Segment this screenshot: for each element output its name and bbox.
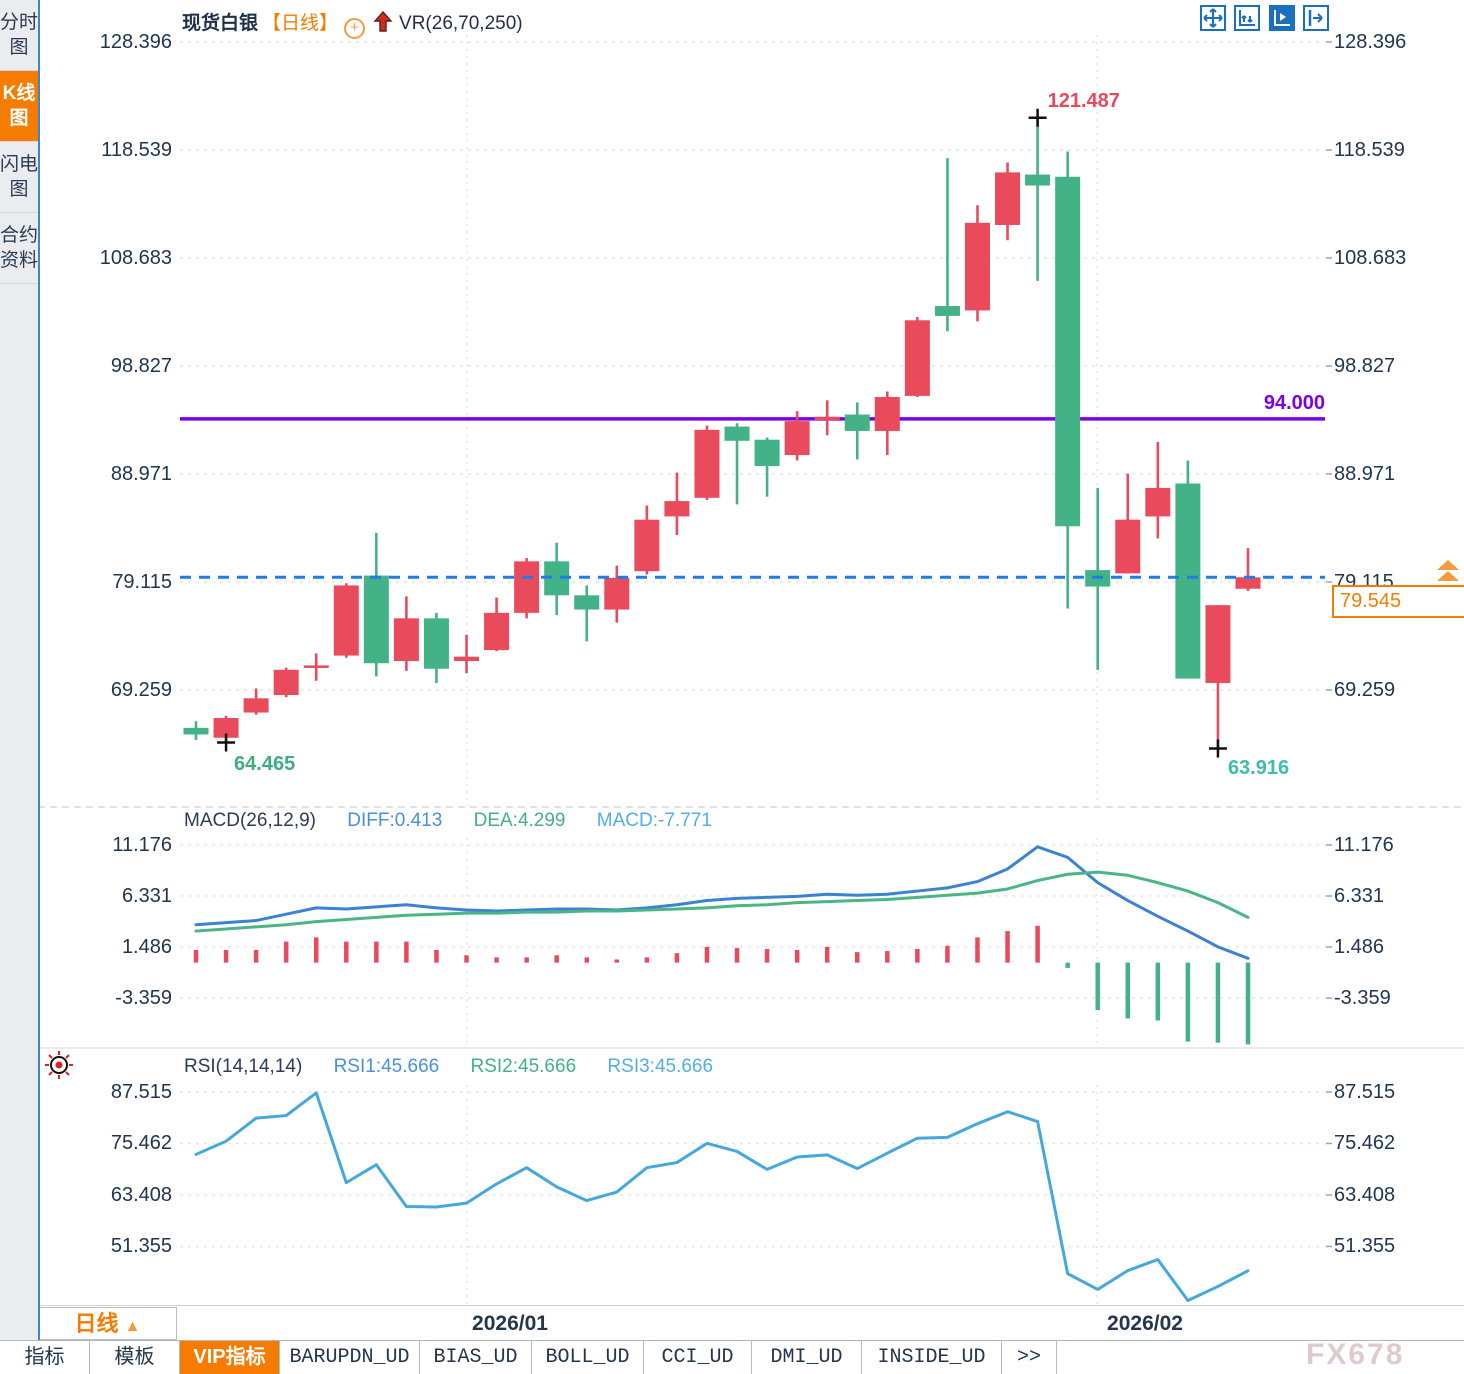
x-axis-row: 日线 ▲ 2026/01 2026/02 bbox=[0, 1305, 1464, 1341]
rsi-series bbox=[194, 1091, 1250, 1303]
chart-toolbar bbox=[1200, 5, 1333, 31]
chevron-up-icon: ▲ bbox=[124, 1318, 141, 1335]
y-axis-label: 128.396 bbox=[99, 31, 172, 54]
sidebar-item-lightning[interactable]: 闪电图 bbox=[0, 142, 38, 213]
tab-more[interactable]: >> bbox=[1002, 1341, 1057, 1374]
add-indicator-icon[interactable]: + bbox=[344, 18, 366, 39]
y-axis-label: 88.971 bbox=[1334, 463, 1396, 485]
price-up-arrow-icon bbox=[1437, 560, 1459, 581]
y-axis-label: 75.462 bbox=[110, 1132, 172, 1155]
rsi-name-label[interactable]: RSI(14,14,14) bbox=[184, 1056, 303, 1077]
y-axis-label: 1.486 bbox=[121, 935, 172, 958]
y-axis-label: 69.259 bbox=[1334, 678, 1396, 701]
chart-header: 现货白银 【日线】 + VR(26,70,250) bbox=[182, 8, 523, 39]
watermark: FX678 bbox=[1306, 1338, 1405, 1371]
x-axis-label-feb: 2026/02 bbox=[1107, 1312, 1183, 1335]
price-annotation-label: 63.916 bbox=[1227, 756, 1290, 779]
y-axis-label: 51.355 bbox=[110, 1235, 172, 1258]
y-axis-label: 87.515 bbox=[1334, 1081, 1396, 1103]
rsi-header: RSI(14,14,14) RSI1:45.666 RSI2:45.666 RS… bbox=[184, 1056, 739, 1078]
rsi1-value: RSI1:45.666 bbox=[333, 1056, 440, 1077]
y-axis-label: 6.331 bbox=[1334, 884, 1385, 907]
current-price-box: 79.545 bbox=[1332, 585, 1464, 618]
y-axis-label: 79.115 bbox=[112, 571, 172, 593]
indicator-tab-bar: 指标 模板 VIP指标 BARUPDN_UD BIAS_UD BOLL_UD CCI_UD D… bbox=[0, 1340, 1464, 1374]
y-axis-label: 98.827 bbox=[110, 355, 172, 378]
macd-diff-value: DIFF:0.413 bbox=[347, 810, 443, 831]
rsi3-value: RSI3:45.666 bbox=[607, 1056, 714, 1077]
extreme-marker bbox=[217, 733, 236, 752]
sidebar-item-contract-info[interactable]: 合约资料 bbox=[0, 213, 38, 284]
y-axis-label: 75.462 bbox=[1334, 1132, 1396, 1155]
rsi2-value: RSI2:45.666 bbox=[470, 1056, 577, 1077]
macd-series bbox=[193, 845, 1251, 1045]
tab-inside-ud[interactable]: INSIDE_UD bbox=[862, 1341, 1002, 1374]
axis-fit-icon[interactable] bbox=[1234, 5, 1261, 31]
tab-bias-ud[interactable]: BIAS_UD bbox=[420, 1341, 532, 1374]
y-axis-label: 6.331 bbox=[121, 884, 172, 907]
price-annotation-label: 64.465 bbox=[234, 752, 296, 775]
vr-indicator-label[interactable]: VR(26,70,250) bbox=[399, 13, 523, 34]
y-axis-label: 69.259 bbox=[110, 678, 172, 701]
macd-header: MACD(26,12,9) DIFF:0.413 DEA:4.299 MACD:… bbox=[184, 810, 738, 832]
tab-cci-ud[interactable]: CCI_UD bbox=[644, 1341, 752, 1374]
y-axis-label: 98.827 bbox=[1334, 355, 1396, 378]
macd-macd-value: MACD:-7.771 bbox=[596, 810, 712, 831]
tab-barupdn-ud[interactable]: BARUPDN_UD bbox=[280, 1341, 420, 1374]
axis-autoscale-icon[interactable] bbox=[1268, 5, 1295, 31]
y-axis-label: 118.539 bbox=[1334, 139, 1405, 162]
y-axis-label: 118.539 bbox=[101, 139, 172, 162]
tab-dmi-ud[interactable]: DMI_UD bbox=[752, 1341, 862, 1374]
extreme-marker bbox=[1208, 739, 1227, 758]
x-axis-label-jan: 2026/01 bbox=[472, 1312, 548, 1335]
y-axis-label: 1.486 bbox=[1334, 935, 1385, 958]
tab-vip-indicators[interactable]: VIP指标 bbox=[180, 1341, 280, 1374]
price-annotation-label: 121.487 bbox=[1047, 89, 1120, 112]
pane-shift-icon[interactable] bbox=[1303, 5, 1330, 31]
y-axis-label: 108.683 bbox=[1334, 247, 1407, 270]
y-axis-label: -3.359 bbox=[1334, 986, 1391, 1009]
y-axis-label: 94.000 bbox=[1263, 391, 1325, 414]
up-arrow-icon bbox=[373, 10, 393, 32]
candlestick-series bbox=[183, 117, 1261, 749]
symbol-name: 现货白银 bbox=[182, 13, 259, 34]
move-icon[interactable] bbox=[1200, 5, 1226, 31]
y-axis-label: 63.408 bbox=[1334, 1183, 1396, 1206]
period-tag[interactable]: 【日线】 bbox=[262, 13, 339, 34]
y-axis-label: 108.683 bbox=[99, 247, 172, 270]
extreme-marker bbox=[1028, 108, 1047, 127]
y-axis-label: -3.359 bbox=[115, 986, 172, 1009]
tab-boll-ud[interactable]: BOLL_UD bbox=[532, 1341, 644, 1374]
y-axis-label: 88.971 bbox=[110, 463, 172, 485]
sidebar-item-kline[interactable]: K线图 bbox=[0, 71, 38, 142]
y-axis-label: 87.515 bbox=[110, 1081, 172, 1103]
sidebar: 分时图 K线图 闪电图 合约资料 bbox=[0, 0, 40, 1374]
period-selector-button[interactable]: 日线 ▲ bbox=[38, 1307, 177, 1340]
y-axis-label: 11.176 bbox=[1334, 834, 1394, 856]
tab-templates[interactable]: 模板 bbox=[90, 1341, 180, 1374]
macd-dea-value: DEA:4.299 bbox=[473, 810, 566, 831]
indicator-settings-icon[interactable] bbox=[44, 1050, 74, 1080]
macd-name-label[interactable]: MACD(26,12,9) bbox=[184, 810, 316, 831]
y-axis-label: 63.408 bbox=[110, 1183, 172, 1206]
sidebar-item-timeshare[interactable]: 分时图 bbox=[0, 0, 38, 71]
y-axis-label: 51.355 bbox=[1334, 1235, 1396, 1258]
y-axis-label: 128.396 bbox=[1334, 31, 1407, 54]
gridlines bbox=[180, 35, 1332, 1312]
y-axis-label: 11.176 bbox=[112, 834, 172, 856]
tab-indicators[interactable]: 指标 bbox=[0, 1341, 90, 1374]
